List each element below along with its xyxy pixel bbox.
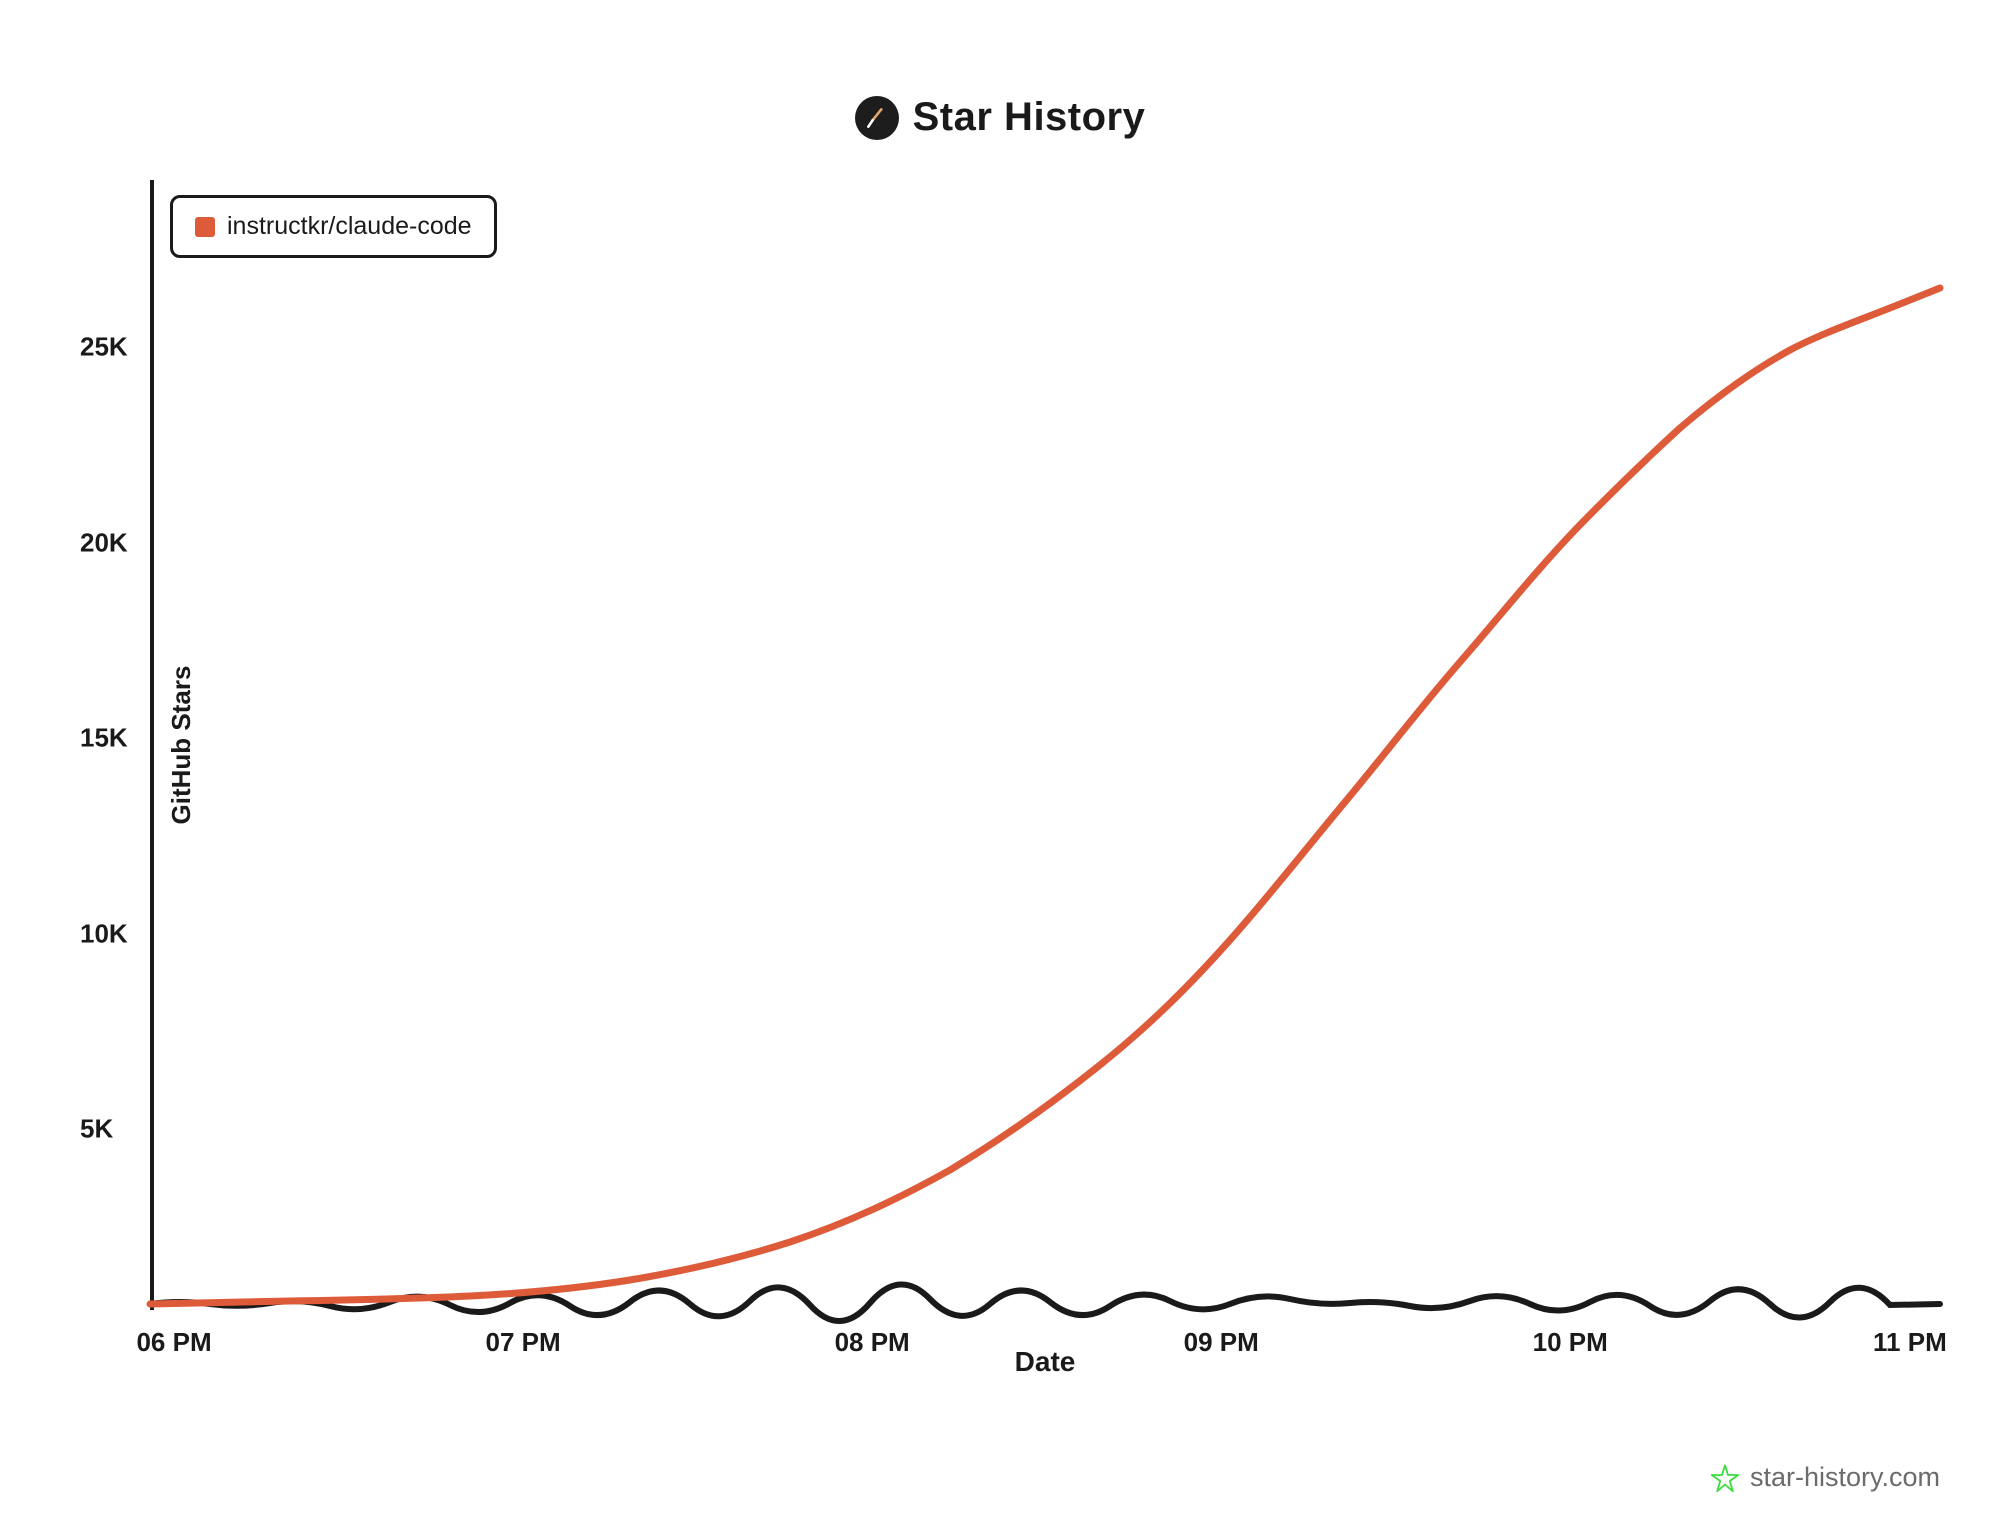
page-title: Star History: [913, 95, 1146, 140]
x-tick-10pm: 10 PM: [1533, 1327, 1608, 1358]
data-line-instructkr-claude-code: [150, 288, 1940, 1304]
y-tick-20k: 20K: [80, 527, 128, 558]
x-tick-09pm: 09 PM: [1184, 1327, 1259, 1358]
line-chart-svg: [150, 180, 1940, 1310]
chart-title-bar: Star History: [0, 95, 2000, 140]
y-tick-25k: 25K: [80, 332, 128, 363]
footer-branding[interactable]: star-history.com: [1710, 1462, 1940, 1493]
y-tick-5k: 5K: [80, 1114, 113, 1145]
star-icon: [1710, 1463, 1740, 1493]
x-tick-11pm: 11 PM: [1873, 1327, 1947, 1358]
plot-area: instructkr/claude-code GitHub Stars 25K …: [150, 180, 1940, 1310]
footer-url-text: star-history.com: [1750, 1462, 1940, 1493]
x-tick-08pm: 08 PM: [835, 1327, 910, 1358]
title-icon: [855, 96, 899, 140]
x-axis-label: Date: [1015, 1346, 1076, 1378]
x-tick-07pm: 07 PM: [486, 1327, 561, 1358]
chart-container: instructkr/claude-code GitHub Stars 25K …: [60, 160, 1960, 1380]
x-tick-06pm: 06 PM: [136, 1327, 211, 1358]
y-tick-10k: 10K: [80, 918, 128, 949]
y-tick-15k: 15K: [80, 723, 128, 754]
